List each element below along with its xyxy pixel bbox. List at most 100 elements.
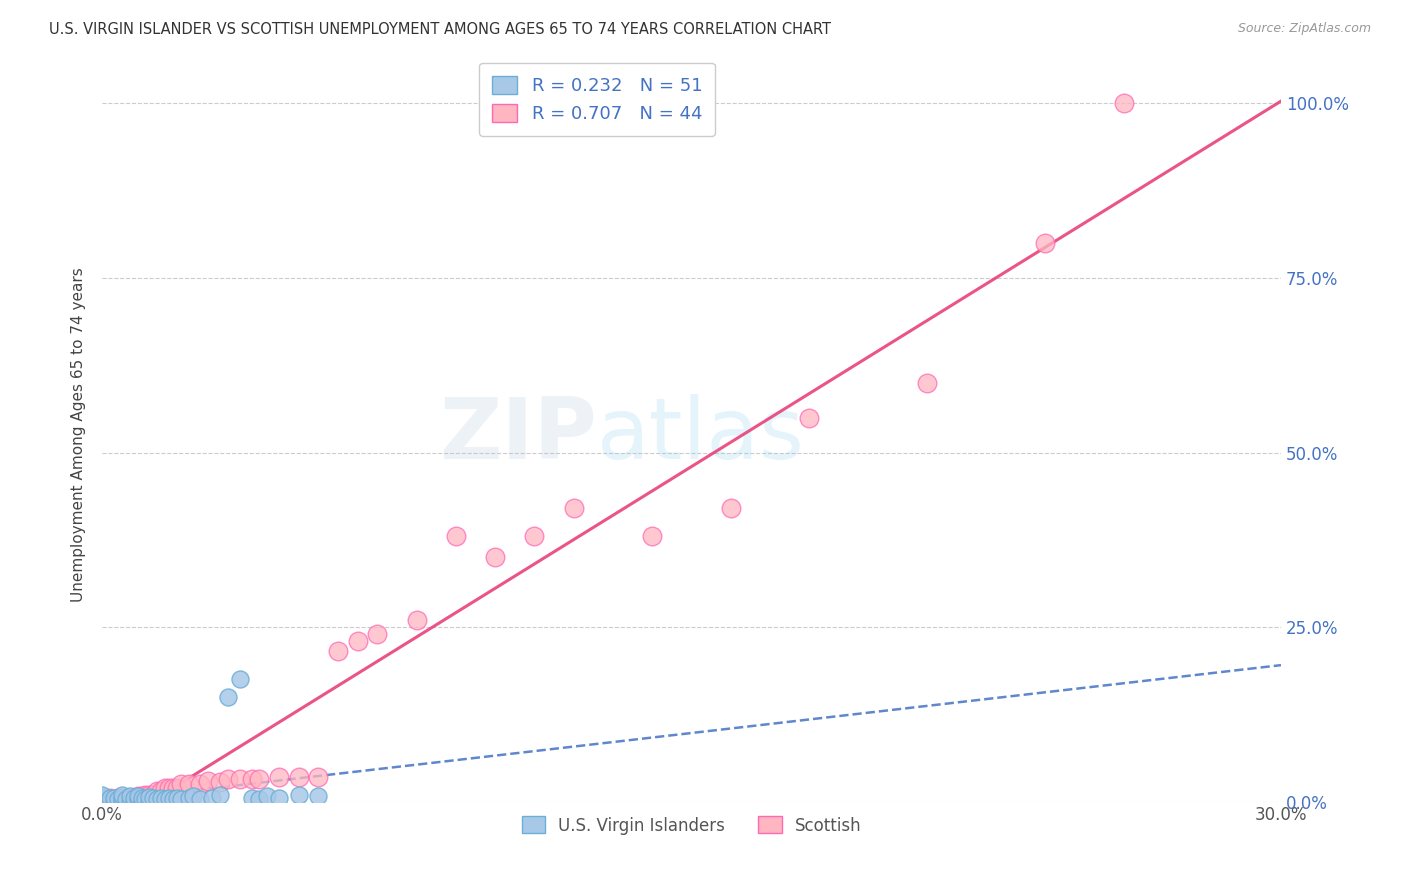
Point: [91, 795, 114, 809]
Point: [91, 795, 114, 809]
Point: [91, 792, 114, 806]
Point: [366, 627, 388, 641]
Point: [177, 777, 200, 791]
Point: [114, 791, 136, 805]
Point: [190, 777, 212, 791]
Point: [307, 770, 329, 784]
Point: [138, 789, 160, 804]
Point: [240, 791, 263, 805]
Point: [111, 791, 134, 805]
Point: [190, 792, 212, 806]
Point: [111, 788, 134, 802]
Point: [799, 410, 821, 425]
Point: [287, 788, 309, 802]
Point: [641, 529, 664, 543]
Point: [134, 792, 156, 806]
Point: [91, 795, 114, 809]
Point: [91, 791, 114, 805]
Point: [91, 791, 114, 805]
Point: [256, 789, 278, 803]
Point: [444, 529, 467, 543]
Point: [91, 793, 114, 807]
Point: [562, 501, 585, 516]
Point: [267, 770, 290, 784]
Point: [229, 673, 252, 687]
Text: Source: ZipAtlas.com: Source: ZipAtlas.com: [1237, 22, 1371, 36]
Point: [134, 788, 156, 802]
Point: [138, 788, 160, 802]
Point: [146, 792, 169, 806]
Point: [917, 376, 939, 390]
Point: [118, 791, 141, 805]
Point: [523, 529, 546, 543]
Point: [170, 792, 193, 806]
Y-axis label: Unemployment Among Ages 65 to 74 years: Unemployment Among Ages 65 to 74 years: [72, 268, 86, 602]
Point: [122, 791, 145, 805]
Point: [91, 795, 114, 809]
Point: [267, 791, 290, 805]
Point: [111, 791, 134, 805]
Point: [217, 772, 239, 787]
Point: [150, 791, 173, 805]
Point: [127, 792, 149, 806]
Point: [118, 789, 141, 803]
Point: [127, 789, 149, 803]
Text: atlas: atlas: [598, 393, 806, 476]
Point: [720, 501, 742, 516]
Point: [146, 784, 169, 798]
Point: [157, 791, 180, 805]
Point: [131, 795, 153, 809]
Point: [91, 788, 114, 802]
Text: ZIP: ZIP: [440, 393, 598, 476]
Point: [142, 788, 165, 802]
Point: [98, 795, 121, 809]
Point: [405, 613, 427, 627]
Point: [91, 795, 114, 809]
Point: [118, 795, 141, 809]
Point: [240, 772, 263, 787]
Legend: U.S. Virgin Islanders, Scottish: U.S. Virgin Islanders, Scottish: [512, 806, 872, 845]
Point: [122, 795, 145, 809]
Point: [150, 784, 173, 798]
Point: [346, 634, 368, 648]
Point: [131, 791, 153, 805]
Point: [153, 792, 176, 806]
Text: U.S. VIRGIN ISLANDER VS SCOTTISH UNEMPLOYMENT AMONG AGES 65 TO 74 YEARS CORRELAT: U.S. VIRGIN ISLANDER VS SCOTTISH UNEMPLO…: [49, 22, 831, 37]
Point: [162, 780, 184, 795]
Point: [287, 770, 309, 784]
Point: [98, 791, 121, 805]
Point: [1112, 96, 1135, 111]
Point: [157, 780, 180, 795]
Point: [247, 772, 270, 787]
Point: [91, 789, 114, 804]
Point: [127, 789, 149, 803]
Point: [162, 792, 184, 806]
Point: [209, 788, 232, 802]
Point: [307, 789, 329, 803]
Point: [107, 791, 129, 805]
Point: [122, 791, 145, 805]
Point: [181, 789, 204, 803]
Point: [111, 795, 134, 809]
Point: [131, 789, 153, 803]
Point: [217, 690, 239, 704]
Point: [98, 791, 121, 805]
Point: [197, 773, 219, 788]
Point: [166, 791, 188, 805]
Point: [1033, 235, 1056, 250]
Point: [170, 777, 193, 791]
Point: [166, 780, 188, 795]
Point: [138, 795, 160, 809]
Point: [177, 791, 200, 805]
Point: [326, 644, 349, 658]
Point: [229, 772, 252, 787]
Point: [201, 791, 224, 805]
Point: [484, 550, 506, 565]
Point: [142, 791, 165, 805]
Point: [247, 792, 270, 806]
Point: [103, 791, 125, 805]
Point: [209, 775, 232, 789]
Point: [107, 792, 129, 806]
Point: [103, 795, 125, 809]
Point: [153, 780, 176, 795]
